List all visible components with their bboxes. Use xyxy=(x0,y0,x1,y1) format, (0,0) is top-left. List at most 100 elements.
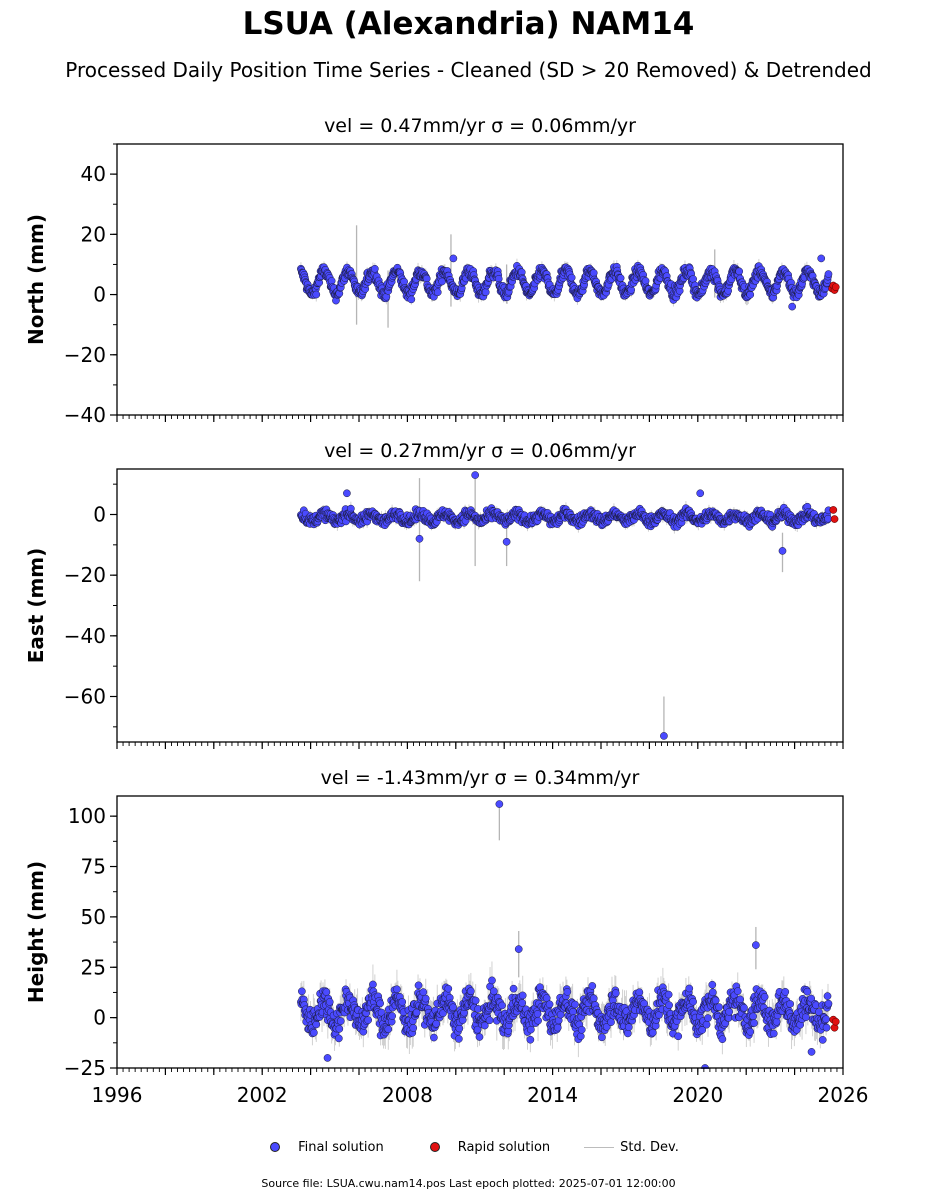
east-ytick-label: −60 xyxy=(64,685,106,709)
north-ytick-label: −40 xyxy=(64,403,106,427)
height-final-point xyxy=(533,1010,542,1018)
height-final-point xyxy=(419,988,428,996)
east-final-point xyxy=(824,514,832,523)
height-final-point xyxy=(569,1007,577,1016)
east-final-point xyxy=(696,489,705,498)
north-final-point xyxy=(746,290,755,299)
height-final-point xyxy=(336,1017,345,1025)
east-panel-title: vel = 0.27mm/yr σ = 0.06mm/yr xyxy=(324,440,636,462)
height-final-point xyxy=(398,998,407,1006)
height-final-point xyxy=(635,988,644,997)
north-final-point xyxy=(433,288,442,297)
north-final-point xyxy=(824,270,833,278)
north-final-point xyxy=(735,267,744,276)
north-ytick-label: 0 xyxy=(93,283,106,307)
height-final-point xyxy=(310,1028,318,1037)
north-final-point xyxy=(312,290,321,299)
height-final-point xyxy=(577,1025,586,1034)
height-final-point xyxy=(611,989,620,997)
height-final-points xyxy=(297,800,833,1072)
height-final-point xyxy=(576,1032,585,1041)
height-final-point xyxy=(498,1001,506,1010)
north-final-point xyxy=(449,254,458,263)
east-ytick-label: −40 xyxy=(64,624,106,648)
north-final-points xyxy=(297,254,833,311)
height-final-point xyxy=(553,1023,562,1032)
height-final-point xyxy=(534,1016,542,1025)
height-final-point xyxy=(388,1012,396,1020)
height-final-point xyxy=(475,1033,484,1041)
height-final-point xyxy=(488,976,496,985)
north-final-point xyxy=(589,269,598,277)
height-final-point xyxy=(322,988,331,996)
height-final-point xyxy=(325,998,334,1006)
height-final-point xyxy=(485,1016,494,1025)
height-final-point xyxy=(598,1033,606,1042)
north-final-point xyxy=(400,277,408,286)
north-ytick-label: −20 xyxy=(64,343,106,367)
height-final-point xyxy=(589,994,598,1003)
north-final-point xyxy=(817,254,826,263)
height-final-point xyxy=(376,999,384,1008)
east-final-point xyxy=(778,547,787,555)
east-final-point xyxy=(415,534,424,543)
east-final-point xyxy=(660,732,668,740)
east-panel: −60 −40 −20 0 vel = 0.27mm/yr σ = 0.06mm/yr E… xyxy=(24,429,844,749)
east-rapid-point xyxy=(830,515,839,523)
height-final-point xyxy=(471,996,480,1005)
height-final-point xyxy=(409,1024,418,1032)
height-final-point xyxy=(588,982,597,990)
height-final-point xyxy=(674,1032,683,1041)
height-final-point xyxy=(364,1016,372,1024)
height-final-point xyxy=(334,1034,343,1043)
height-final-point xyxy=(623,1029,632,1038)
east-final-point xyxy=(502,537,511,546)
height-final-point xyxy=(369,980,377,989)
east-ytick-label: −20 xyxy=(64,563,106,587)
east-ylabel: East (mm) xyxy=(24,548,48,664)
north-final-point xyxy=(641,277,650,285)
height-final-point xyxy=(526,1035,535,1044)
height-final-point xyxy=(607,1018,615,1027)
height-final-point xyxy=(414,981,423,990)
figure-subtitle: Processed Daily Position Time Series - C… xyxy=(65,58,872,82)
east-final-point xyxy=(471,471,480,479)
height-final-point xyxy=(393,985,401,994)
north-final-point xyxy=(327,277,336,285)
height-final-point xyxy=(449,1003,457,1012)
height-final-point xyxy=(563,988,572,996)
height-final-point xyxy=(518,991,527,1000)
north-ytick-label: 40 xyxy=(81,162,106,186)
height-final-point xyxy=(467,987,475,996)
north-panel: −40 −20 0 20 40 vel = 0.47mm/yr σ = 0.06mm/yr… xyxy=(24,104,844,427)
height-final-point xyxy=(509,984,518,993)
height-final-point xyxy=(665,1001,673,1010)
north-panel-title: vel = 0.47mm/yr σ = 0.06mm/yr xyxy=(324,115,636,137)
north-final-point xyxy=(689,275,697,283)
north-final-point xyxy=(481,288,490,297)
figure-title: LSUA (Alexandria) NAM14 xyxy=(242,6,695,42)
height-final-point xyxy=(298,987,306,996)
height-final-point xyxy=(527,1025,535,1034)
height-final-point xyxy=(384,1025,393,1034)
height-final-point xyxy=(624,1023,633,1031)
north-final-point xyxy=(788,302,797,311)
north-final-point xyxy=(616,274,625,282)
east-final-points xyxy=(297,471,833,740)
north-rapid-point xyxy=(831,283,840,291)
height-final-point xyxy=(648,1028,657,1037)
east-rapid-point xyxy=(829,506,838,514)
height-final-point xyxy=(444,984,453,993)
height-final-point xyxy=(455,1035,463,1043)
north-final-point xyxy=(567,273,576,282)
north-final-point xyxy=(407,295,416,304)
height-final-point xyxy=(571,1000,579,1009)
height-final-point xyxy=(664,990,673,999)
north-ytick-label: 20 xyxy=(81,222,106,246)
height-final-point xyxy=(490,987,498,996)
height-final-point xyxy=(545,1000,554,1009)
height-final-point xyxy=(518,999,527,1007)
height-final-point xyxy=(312,1020,321,1029)
